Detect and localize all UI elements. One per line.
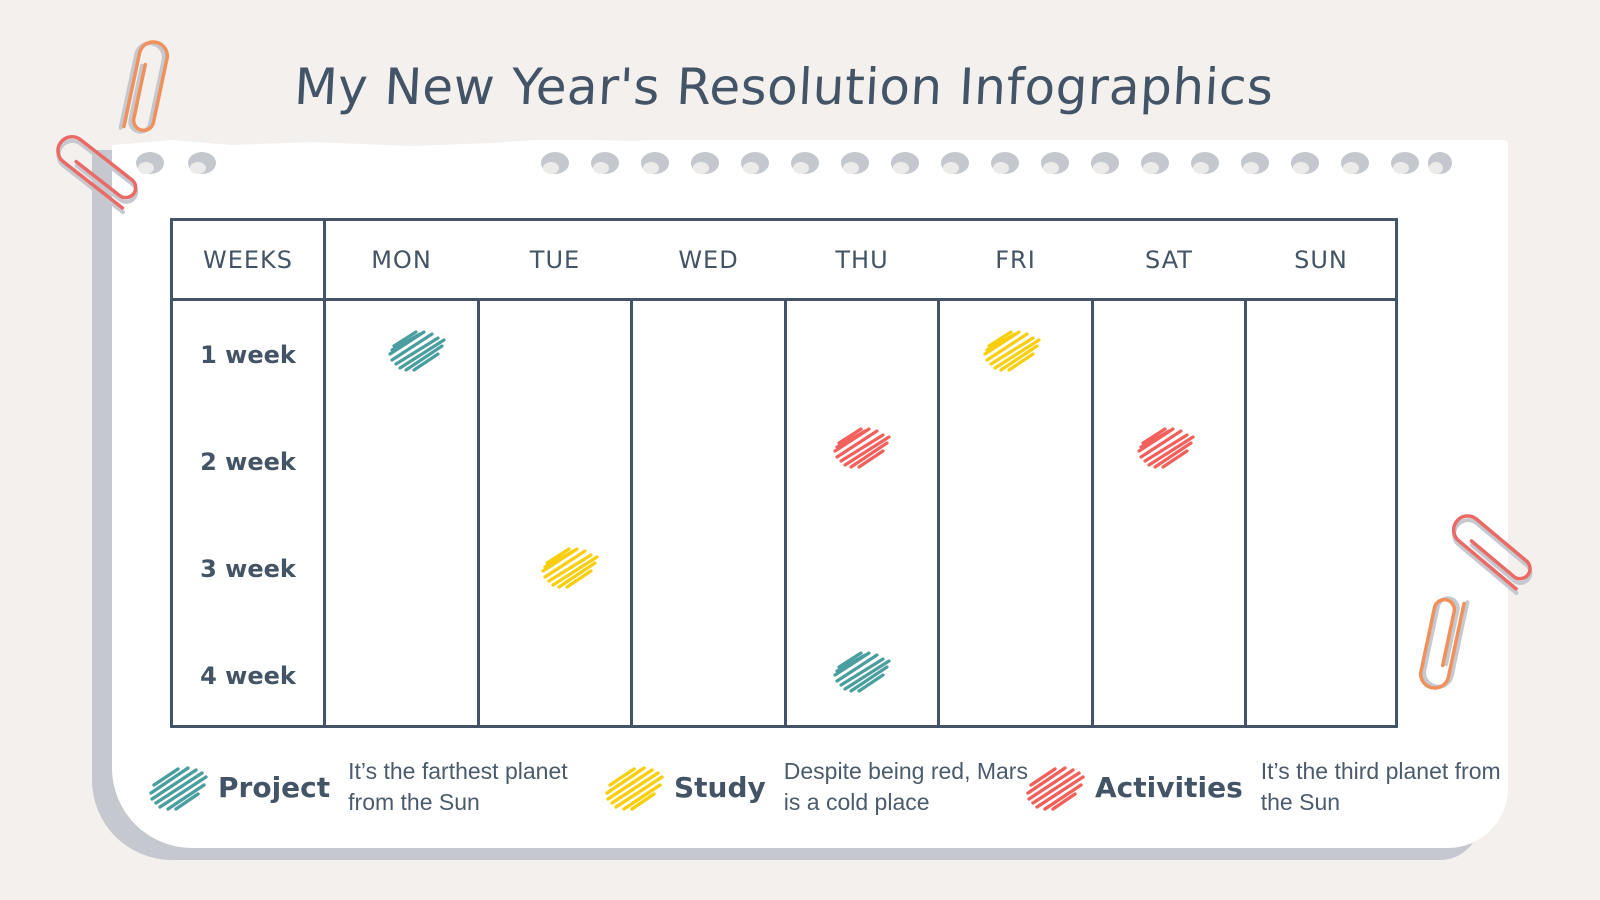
week-label: 1 week bbox=[200, 340, 296, 369]
binder-holes bbox=[136, 152, 1452, 174]
paperclip-icon bbox=[1451, 514, 1533, 596]
column-divider bbox=[784, 298, 787, 725]
header-sat: SAT bbox=[1145, 245, 1193, 274]
week-label: 4 week bbox=[200, 661, 296, 690]
torn-edge-holes bbox=[112, 130, 1508, 160]
column-divider bbox=[323, 221, 326, 725]
study-mark bbox=[981, 326, 1043, 374]
legend-item-study: Study Despite being red, Mars is a cold … bbox=[604, 752, 1029, 822]
legend-description: Despite being red, Mars is a cold place bbox=[783, 758, 1028, 815]
legend-item-project: Project It’s the farthest planet from th… bbox=[148, 752, 598, 822]
resolution-calendar-table: WEEKS MON TUE WED THU FRI SAT SUN 1 week… bbox=[170, 218, 1398, 728]
column-divider bbox=[937, 298, 940, 725]
header-weeks: WEEKS bbox=[202, 245, 294, 274]
notebook-paper bbox=[112, 140, 1508, 848]
header-sun: SUN bbox=[1294, 245, 1348, 274]
paperclip-icon bbox=[118, 40, 169, 134]
activities-mark bbox=[1135, 423, 1197, 471]
legend-label: Project bbox=[218, 770, 331, 804]
column-divider bbox=[630, 298, 633, 725]
activities-swatch-icon bbox=[1025, 762, 1087, 812]
project-mark bbox=[831, 647, 893, 695]
header-thu: THU bbox=[835, 245, 889, 274]
page-title: My New Year's Resolution Infographics bbox=[292, 58, 1276, 116]
header-wed: WED bbox=[678, 245, 739, 274]
paperclip-icon bbox=[1419, 596, 1470, 690]
legend-description: It’s the third planet from the Sun bbox=[1260, 758, 1501, 815]
legend-item-activities: Activities It’s the third planet from th… bbox=[1025, 752, 1501, 822]
header-fri: FRI bbox=[995, 245, 1036, 274]
header-mon: MON bbox=[371, 245, 432, 274]
study-swatch-icon bbox=[604, 762, 666, 812]
project-mark bbox=[386, 326, 448, 374]
column-divider bbox=[1091, 298, 1094, 725]
column-divider bbox=[477, 298, 480, 725]
legend-label: Activities bbox=[1095, 770, 1243, 804]
column-divider bbox=[1244, 298, 1247, 725]
project-swatch-icon bbox=[148, 762, 210, 812]
paperclip-icon bbox=[56, 135, 139, 215]
legend-description: It’s the farthest planet from the Sun bbox=[348, 758, 568, 815]
week-label: 3 week bbox=[200, 554, 296, 583]
activities-mark bbox=[831, 423, 893, 471]
week-label: 2 week bbox=[200, 447, 296, 476]
study-mark bbox=[539, 543, 601, 591]
header-tue: TUE bbox=[529, 245, 581, 274]
legend-label: Study bbox=[674, 770, 766, 804]
